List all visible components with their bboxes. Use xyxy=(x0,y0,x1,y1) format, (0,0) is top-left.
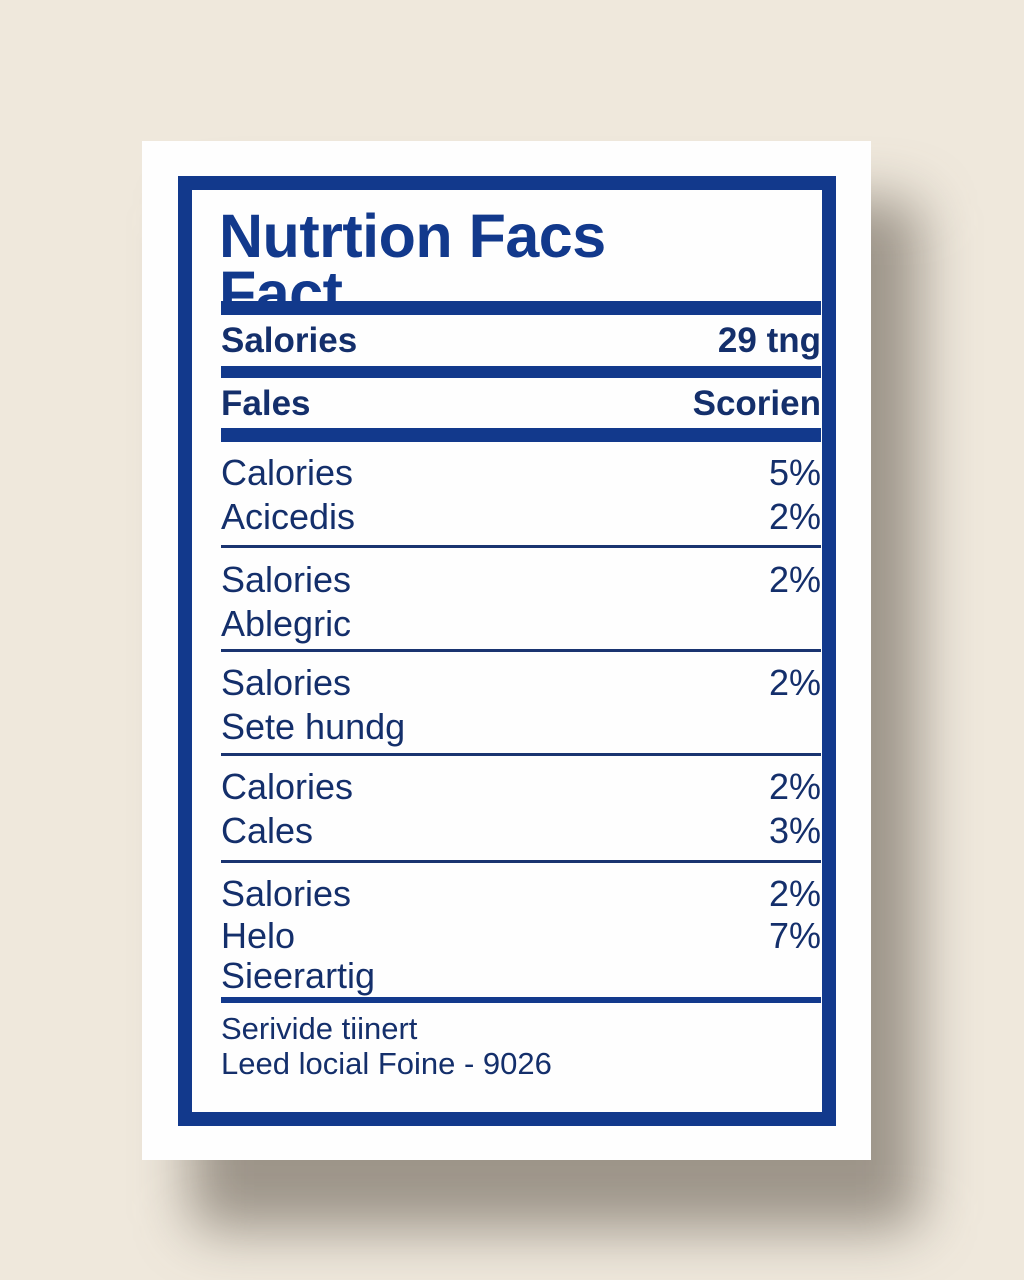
header-row-label: Fales xyxy=(221,384,311,423)
nutrient-line: Helo 7% xyxy=(221,916,821,956)
header-row-calories: Salories 29 tng xyxy=(221,319,821,363)
nutrient-label: Sieerartig xyxy=(221,955,376,996)
nutrient-value: 2% xyxy=(768,496,821,537)
nutrient-line: Ablegric xyxy=(221,602,821,646)
nutrient-line: Calories 2% xyxy=(221,765,821,809)
thin-divider xyxy=(221,649,821,652)
nutrient-line: Salories 2% xyxy=(221,558,821,602)
nutrient-line: Sieerartig xyxy=(221,956,821,996)
thick-divider xyxy=(221,428,821,442)
nutrient-label: Salories xyxy=(221,662,352,703)
nutrient-label: Helo xyxy=(221,915,296,956)
footer-line-1: Serivide tiinert xyxy=(221,1011,418,1046)
nutrient-label: Calories xyxy=(221,452,354,493)
nutrient-label: Salories xyxy=(221,873,352,914)
nutrient-group: Calories 5% Acicedis 2% xyxy=(221,451,821,539)
nutrient-group: Salories 2% Helo 7% Sieerartig xyxy=(221,872,821,996)
nutrient-label: Ablegric xyxy=(221,603,352,644)
footer-divider xyxy=(221,997,821,1003)
header-row-value: Scorien xyxy=(692,384,821,423)
nutrient-group: Salories 2% Sete hundg xyxy=(221,661,821,749)
thin-divider xyxy=(221,860,821,863)
nutrient-label: Salories xyxy=(221,559,352,600)
nutrient-line: Salories 2% xyxy=(221,661,821,705)
nutrient-group: Salories 2% Ablegric xyxy=(221,558,821,646)
nutrient-value: 3% xyxy=(768,810,821,851)
label-footer: Serivide tiinert Leed locial Foine - 902… xyxy=(221,1011,821,1081)
header-row-label: Salories xyxy=(221,321,358,360)
nutrient-value: 5% xyxy=(768,452,821,493)
nutrient-label: Sete hundg xyxy=(221,706,406,747)
nutrient-value: 2% xyxy=(768,662,821,703)
thick-divider xyxy=(221,366,821,378)
nutrient-label: Cales xyxy=(221,810,314,851)
nutrient-line: Sete hundg xyxy=(221,705,821,749)
nutrient-line: Calories 5% xyxy=(221,451,821,495)
nutrient-value: 7% xyxy=(768,915,821,956)
nutrient-group: Calories 2% Cales 3% xyxy=(221,765,821,853)
nutrient-line: Cales 3% xyxy=(221,809,821,853)
thick-divider xyxy=(221,301,821,315)
nutrition-label-card: Nutrtion Facs Fact Salories 29 tng Fales… xyxy=(142,141,871,1160)
nutrient-label: Calories xyxy=(221,766,354,807)
nutrient-label: Acicedis xyxy=(221,496,356,537)
header-row-fats: Fales Scorien xyxy=(221,382,821,426)
title-line-1: Nutrtion Facs xyxy=(219,202,606,270)
nutrient-value: 2% xyxy=(768,766,821,807)
label-content: Nutrtion Facs Fact Salories 29 tng Fales… xyxy=(219,190,821,1112)
footer-line-2: Leed locial Foine - 9026 xyxy=(221,1046,552,1081)
nutrient-line: Salories 2% xyxy=(221,872,821,916)
label-title: Nutrtion Facs Fact xyxy=(219,202,606,324)
header-row-value: 29 tng xyxy=(717,321,821,360)
nutrient-line: Acicedis 2% xyxy=(221,495,821,539)
label-frame: Nutrtion Facs Fact Salories 29 tng Fales… xyxy=(178,176,836,1126)
thin-divider xyxy=(221,753,821,756)
thin-divider xyxy=(221,545,821,548)
nutrient-value: 2% xyxy=(768,559,821,600)
nutrient-value: 2% xyxy=(768,873,821,914)
